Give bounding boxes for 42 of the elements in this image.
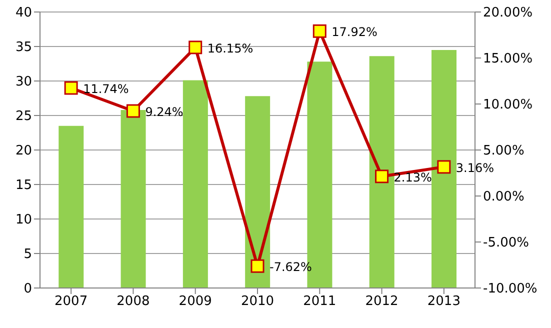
y2-tick-label: -10.00% — [483, 282, 538, 297]
data-label: 3.16% — [456, 160, 494, 175]
point — [188, 40, 202, 54]
y2-tick-label: -5.00% — [483, 236, 529, 251]
y-tick-label: 30 — [15, 74, 32, 90]
point — [64, 81, 78, 95]
data-label: 16.15% — [207, 41, 254, 56]
y-tick-label: 35 — [15, 40, 32, 56]
bar — [58, 126, 84, 288]
y2-tick-label: 10.00% — [483, 98, 533, 113]
y2-tick-label: 5.00% — [483, 144, 524, 159]
y-tick-label: 25 — [15, 109, 32, 124]
y-tick-label: 5 — [24, 247, 32, 262]
x-tick-label: 2011 — [303, 294, 336, 310]
point — [126, 104, 140, 118]
y-tick-label: 40 — [15, 6, 32, 21]
point — [375, 170, 389, 184]
y-tick-label: 10 — [15, 212, 32, 228]
point — [250, 259, 264, 273]
data-label: 2.13% — [394, 170, 432, 184]
data-label: 9.24% — [145, 104, 184, 119]
y2-tick-label: 20.00% — [483, 6, 533, 21]
bar — [120, 110, 146, 288]
y-tick-label: 15 — [15, 178, 32, 194]
x-tick-label: 2010 — [240, 294, 274, 310]
data-label: 11.74% — [83, 82, 129, 96]
data-label: 17.92% — [332, 25, 378, 40]
x-tick-label: 2009 — [178, 294, 212, 310]
point — [312, 24, 326, 38]
x-tick-label: 2008 — [116, 294, 150, 310]
x-tick-label: 2012 — [365, 294, 398, 310]
bar — [182, 80, 208, 288]
bar — [245, 96, 270, 288]
y2-tick-label: 15.00% — [483, 52, 533, 67]
bar — [432, 50, 456, 288]
y-tick-label: 0 — [24, 282, 32, 297]
bar — [369, 56, 394, 288]
y-tick-label: 20 — [15, 144, 32, 159]
x-tick-label: 2007 — [54, 294, 88, 310]
x-tick-label: 2013 — [427, 294, 460, 310]
y2-tick-label: 0.00% — [483, 190, 524, 205]
point — [437, 160, 451, 174]
